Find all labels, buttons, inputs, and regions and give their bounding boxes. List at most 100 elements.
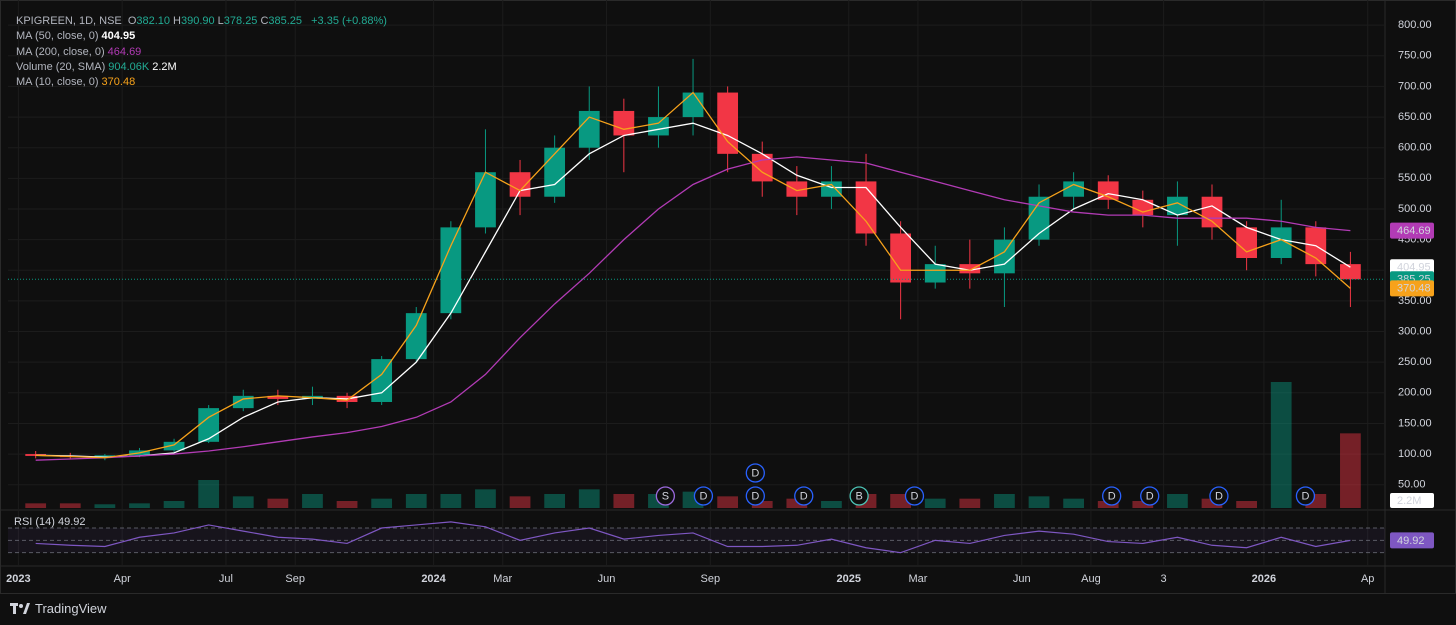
ohlc-key: O [127, 15, 137, 27]
volume-bar [994, 494, 1015, 508]
footer: TradingView [10, 601, 107, 616]
candle-body [890, 233, 912, 283]
x-tick-label: Aug [1081, 573, 1101, 585]
y-tick-label: 50.00 [1398, 479, 1426, 491]
volume-bar [267, 498, 289, 508]
event-label: D [699, 490, 707, 502]
price-badge-text: 404.95 [1397, 262, 1431, 274]
y-tick-label: 250.00 [1398, 356, 1432, 368]
ma-name: MA (10, close, 0) [16, 76, 99, 89]
event-label: D [1146, 490, 1154, 502]
candle-body [1063, 181, 1084, 197]
event-marker [849, 486, 869, 506]
candle-body [821, 181, 842, 197]
moving-average [35, 122, 1351, 458]
candle-body [786, 181, 808, 197]
volume-badge: 2.2M [1390, 493, 1434, 508]
event-marker [904, 486, 925, 506]
y-tick-label: 550.00 [1398, 172, 1432, 184]
volume-bar [578, 489, 600, 508]
volume-bar [959, 498, 981, 508]
y-tick-label: 600.00 [1398, 142, 1432, 154]
volume-bar [371, 498, 393, 508]
volume-name: Volume (20, SMA) [16, 60, 106, 73]
x-tick-label: Ap [1361, 573, 1374, 585]
volume-bar [1270, 382, 1292, 508]
volume-bar [25, 503, 47, 508]
candle-body [440, 227, 462, 314]
candle-body [578, 110, 600, 148]
price-badge-bg [1390, 259, 1434, 276]
ohlc-value: 378.25 [223, 15, 258, 27]
candle-body [924, 264, 946, 283]
event-marker [655, 486, 676, 506]
x-tick-label: 2024 [421, 573, 446, 585]
grid [8, 0, 1385, 566]
candle-body [1167, 196, 1188, 216]
x-tick-label: Jul [219, 573, 233, 585]
volume-badge-bg [1390, 493, 1434, 508]
rsi-badge: 49.92 [1390, 532, 1434, 549]
candle-body [959, 264, 981, 274]
volume-bar [405, 494, 427, 508]
symbol: KPIGREEN, 1D, NSE [16, 15, 122, 27]
candle-body [198, 408, 220, 442]
ma-value: 404.95 [101, 30, 136, 43]
event-label: D [1108, 490, 1116, 502]
volume-bar [509, 496, 531, 508]
ma-name: MA (200, close, 0) [16, 45, 105, 58]
volume-bar [232, 496, 254, 508]
ohlc: O382.10 H390.90 L378.25 C385.25 [128, 15, 305, 27]
volume-bar [1132, 501, 1154, 508]
ohlc-key: H [173, 15, 181, 27]
x-tick-label: 2026 [1252, 573, 1276, 585]
event-marker [1140, 486, 1160, 506]
ma-value: 464.69 [107, 45, 142, 58]
ohlc-value: 390.90 [181, 15, 215, 27]
candle-body [163, 441, 185, 451]
volume-bar [1167, 494, 1188, 508]
event-marker [794, 486, 814, 506]
rsi-badge-text: 49.92 [1397, 535, 1425, 547]
candle-body [267, 395, 289, 399]
ohlc-key: L [217, 15, 224, 27]
price-badge: 464.69 [1390, 222, 1434, 239]
event-label: D [910, 490, 918, 502]
moving-average [35, 91, 1351, 459]
volume-bar [94, 504, 116, 508]
y-tick-label: 650.00 [1398, 111, 1432, 123]
volume-bar [1236, 501, 1257, 508]
ma10-row: MA (10, close, 0) 370.48 [16, 75, 390, 90]
candle-body [475, 172, 496, 228]
volume-bar [302, 494, 323, 508]
event-label: D [751, 467, 759, 479]
volume-bar [751, 501, 773, 508]
volume-bar [129, 503, 150, 508]
candle-body [855, 181, 877, 234]
brand: TradingView [35, 601, 107, 616]
legend: KPIGREEN, 1D, NSE O382.10 H390.90 L378.25 C… [16, 14, 390, 90]
candle-body [682, 92, 704, 118]
x-tick-label: Apr [114, 573, 131, 585]
y-tick-label: 700.00 [1398, 80, 1432, 92]
y-tick-label: 350.00 [1398, 295, 1432, 307]
event-marker [745, 463, 765, 483]
volume-bar [1028, 496, 1050, 508]
candle-body [1132, 199, 1154, 216]
logo [10, 602, 30, 614]
volume-bar [440, 494, 462, 508]
x-tick-label: 2025 [836, 573, 860, 585]
ohlc-key: C [260, 15, 269, 27]
moving-average [35, 156, 1351, 461]
volume-value: 904.06K [108, 60, 150, 73]
event-label: S [662, 490, 669, 502]
event-label: D [800, 490, 808, 502]
volume-row: Volume (20, SMA) 904.06K 2.2M [16, 60, 390, 75]
volume-bar [717, 496, 739, 508]
event-marker [1102, 486, 1122, 506]
event-marker [693, 486, 714, 506]
price-badge-bg [1390, 280, 1434, 297]
x-tick-label: Jun [1013, 573, 1031, 585]
